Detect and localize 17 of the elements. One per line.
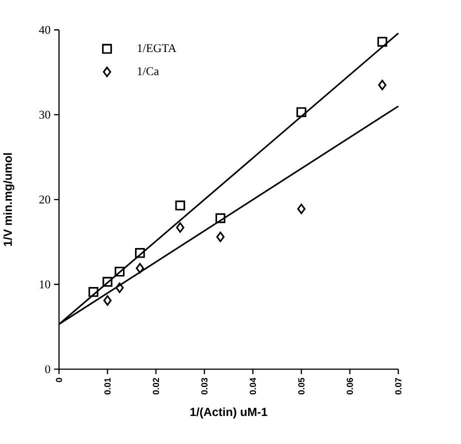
y-tick-label: 20 [39, 196, 50, 204]
y-tick-label: 10 [40, 280, 50, 288]
legend-label: 1/Ca [138, 67, 159, 76]
x-tick-label: 0.02 [152, 378, 160, 395]
x-tick-label: 0.06 [346, 378, 353, 395]
y-tick-label: 0 [45, 365, 50, 374]
y-tick-label: 30 [39, 110, 50, 119]
x-tick-label: 0.04 [250, 378, 256, 395]
x-axis-title: 1/(Actin) uM-1 [190, 408, 268, 419]
legend-label: 1/EGTA [138, 44, 176, 52]
x-tick-label: 0.05 [298, 378, 304, 395]
x-tick-label: 0.01 [104, 378, 111, 395]
x-tick-label: 0 [56, 378, 62, 382]
x-tick-label: 0.03 [201, 378, 208, 395]
y-tick-label: 40 [39, 26, 50, 34]
x-tick-label: 0.07 [395, 378, 402, 395]
y-axis-title: 1/V min.mg/umol [3, 153, 14, 246]
